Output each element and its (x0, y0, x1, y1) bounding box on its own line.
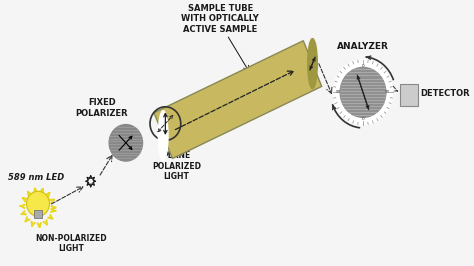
Text: 589 nm LED: 589 nm LED (8, 173, 64, 182)
Text: 90: 90 (384, 90, 390, 94)
FancyBboxPatch shape (400, 84, 419, 106)
Text: 0: 0 (362, 64, 365, 68)
Text: SAMPLE TUBE
WITH OPTICALLY
ACTIVE SAMPLE: SAMPLE TUBE WITH OPTICALLY ACTIVE SAMPLE (182, 4, 259, 34)
Text: NON-POLARIZED
LIGHT: NON-POLARIZED LIGHT (35, 234, 107, 253)
Text: DETECTOR: DETECTOR (420, 89, 470, 98)
Ellipse shape (158, 111, 168, 161)
FancyBboxPatch shape (34, 210, 42, 218)
Text: 0: 0 (362, 117, 365, 121)
Circle shape (27, 191, 49, 216)
Text: PLANE
POLARIZED
LIGHT: PLANE POLARIZED LIGHT (152, 151, 201, 181)
Text: 90: 90 (336, 90, 341, 94)
Ellipse shape (308, 39, 317, 89)
Circle shape (109, 124, 143, 161)
Circle shape (333, 60, 393, 125)
Text: ANALYZER: ANALYZER (337, 42, 389, 51)
Text: FIXED
POLARIZER: FIXED POLARIZER (75, 98, 128, 118)
Polygon shape (154, 41, 322, 159)
Circle shape (340, 67, 386, 117)
